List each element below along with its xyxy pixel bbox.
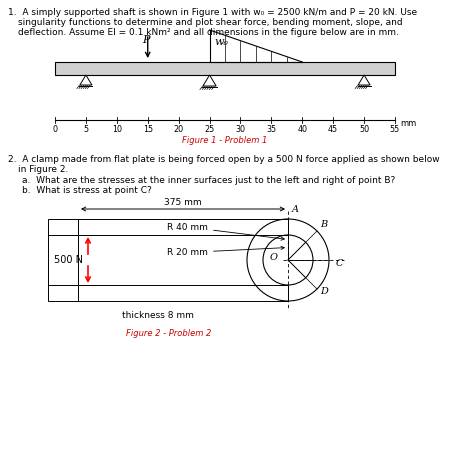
Text: 5: 5: [83, 125, 89, 134]
Text: 25: 25: [204, 125, 215, 134]
Text: D: D: [320, 287, 328, 296]
Text: 10: 10: [112, 125, 122, 134]
Text: Figure 1 - Problem 1: Figure 1 - Problem 1: [182, 136, 268, 145]
Text: R 40 mm: R 40 mm: [167, 222, 284, 240]
Polygon shape: [80, 75, 92, 85]
Text: Figure 2 - Problem 2: Figure 2 - Problem 2: [126, 329, 211, 338]
Text: thickness 8 mm: thickness 8 mm: [122, 311, 194, 320]
Text: R 20 mm: R 20 mm: [167, 246, 284, 257]
Text: a.  What are the stresses at the inner surfaces just to the left and right of po: a. What are the stresses at the inner su…: [22, 176, 395, 185]
Text: 35: 35: [266, 125, 276, 134]
Text: w₀: w₀: [215, 37, 228, 47]
Text: C: C: [336, 258, 344, 267]
Text: in Figure 2.: in Figure 2.: [18, 165, 68, 174]
Text: 55: 55: [390, 125, 400, 134]
Text: 50: 50: [359, 125, 369, 134]
Bar: [48, 219, 78, 301]
Text: 1.  A simply supported shaft is shown in Figure 1 with w₀ = 2500 kN/m and P = 20: 1. A simply supported shaft is shown in …: [8, 8, 417, 17]
Text: 15: 15: [143, 125, 153, 134]
Text: 40: 40: [297, 125, 307, 134]
Text: 20: 20: [173, 125, 184, 134]
Text: 30: 30: [236, 125, 246, 134]
Text: b.  What is stress at point C?: b. What is stress at point C?: [22, 186, 152, 195]
Text: 0: 0: [53, 125, 57, 134]
Bar: [48, 235, 78, 285]
Text: deflection. Assume EI = 0.1 kNm² and all dimensions in the figure below are in m: deflection. Assume EI = 0.1 kNm² and all…: [18, 28, 399, 37]
Text: 2.  A clamp made from flat plate is being forced open by a 500 N force applied a: 2. A clamp made from flat plate is being…: [8, 155, 439, 164]
Bar: [78, 219, 288, 235]
Text: B: B: [320, 220, 327, 229]
Polygon shape: [358, 75, 370, 85]
Polygon shape: [203, 75, 216, 86]
Text: P: P: [142, 35, 149, 45]
Text: 45: 45: [328, 125, 338, 134]
Text: 375 mm: 375 mm: [164, 198, 202, 207]
Text: A: A: [292, 205, 299, 214]
Bar: [78, 285, 288, 301]
Text: 500 N: 500 N: [54, 255, 83, 265]
Text: singularity functions to determine and plot shear force, bending moment, slope, : singularity functions to determine and p…: [18, 18, 402, 27]
Text: mm: mm: [400, 118, 416, 127]
Text: O: O: [270, 254, 278, 263]
Bar: [55, 62, 395, 75]
